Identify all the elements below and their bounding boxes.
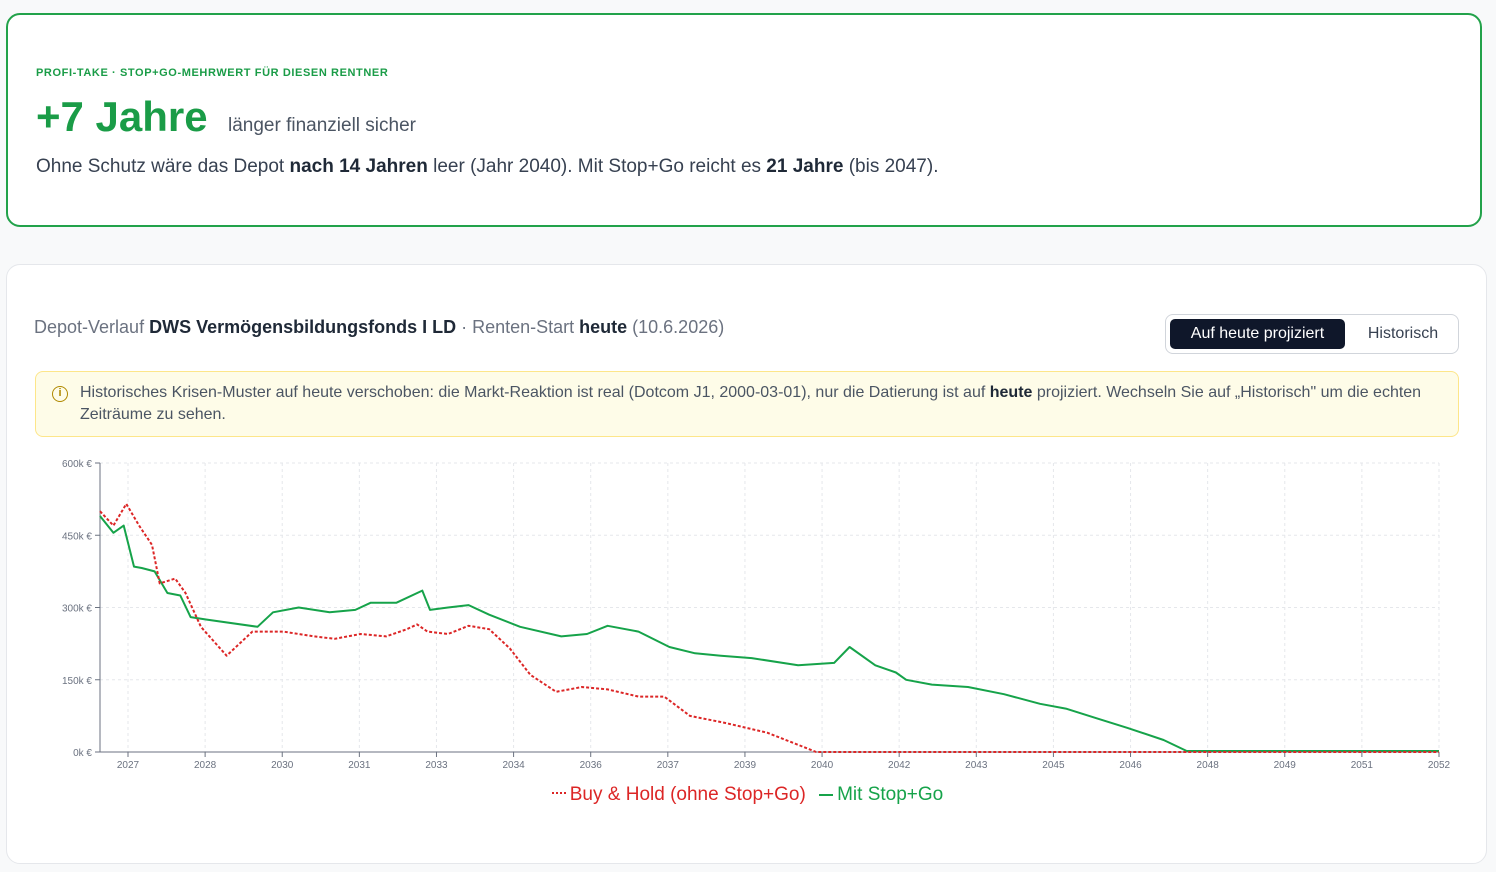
x-tick-label: 2048 <box>1197 760 1220 771</box>
start-date: (10.6.2026) <box>627 317 725 337</box>
series-line-stop-go <box>99 515 1439 752</box>
x-tick-label: 2034 <box>502 760 525 771</box>
x-tick-label: 2033 <box>425 760 448 771</box>
summary-eyebrow: PROFI-TAKE · STOP+GO-MEHRWERT FÜR DIESEN… <box>36 67 389 79</box>
x-tick-label: 2051 <box>1351 760 1374 771</box>
x-tick-label: 2046 <box>1119 760 1142 771</box>
summary-text-part: leer (Jahr 2040). Mit Stop+Go reicht es <box>427 156 767 177</box>
legend-item-stop-go[interactable]: Mit Stop+Go <box>819 784 943 806</box>
note-text-part: projiziert. Wechseln Sie auf „Historisch… <box>80 384 1422 423</box>
depot-chart: 0k € 150k € 300k € 450k € 600k € 2027 2028 2030… <box>62 459 1451 771</box>
x-tick-label: 2040 <box>811 760 834 771</box>
legend-label-buy-hold: Buy & Hold (ohne Stop+Go) <box>569 784 806 805</box>
x-tick-label: 2052 <box>1428 760 1451 771</box>
note-bold: heute <box>989 384 1033 401</box>
chart-title-mid: · Renten-Start <box>456 317 580 337</box>
x-tick-label: 2031 <box>348 760 371 771</box>
x-tick-label: 2039 <box>734 760 757 771</box>
y-tick-label: 150k € <box>62 676 92 687</box>
start-word: heute <box>579 317 628 337</box>
legend-item-buy-hold[interactable]: Buy & Hold (ohne Stop+Go) <box>551 784 806 806</box>
info-note-text: Historisches Krisen-Muster auf heute ver… <box>80 382 1440 426</box>
note-text-part: Historisches Krisen-Muster auf heute ver… <box>80 384 990 401</box>
x-tick-label: 2028 <box>194 760 217 771</box>
y-tick-label: 600k € <box>62 459 92 470</box>
x-tick-label: 2027 <box>117 760 140 771</box>
y-tick-label: 300k € <box>62 604 92 615</box>
summary-text: Ohne Schutz wäre das Depot nach 14 Jahre… <box>36 156 938 178</box>
chart-legend: Buy & Hold (ohne Stop+Go) Mit Stop+Go <box>7 784 1488 806</box>
x-tick-label: 2042 <box>888 760 911 771</box>
y-tick-label: 450k € <box>62 531 92 542</box>
summary-text-part: (bis 2047). <box>843 156 939 177</box>
summary-text-part: Ohne Schutz wäre das Depot <box>36 156 290 177</box>
x-tick-label: 2049 <box>1274 760 1297 771</box>
chart-title-prefix: Depot-Verlauf <box>34 317 150 337</box>
toggle-historical-button[interactable]: Historisch <box>1367 325 1439 342</box>
view-toggle: Auf heute projiziert Historisch <box>1165 314 1459 354</box>
series-line-buy-hold <box>99 502 1439 753</box>
summary-card: PROFI-TAKE · STOP+GO-MEHRWERT FÜR DIESEN… <box>6 13 1482 227</box>
x-tick-label: 2045 <box>1042 760 1065 771</box>
legend-swatch-stop-go <box>819 794 834 796</box>
fund-name: DWS Vermögensbildungsfonds I LD <box>149 317 457 337</box>
x-tick-label: 2036 <box>580 760 603 771</box>
info-icon: i <box>52 386 68 402</box>
chart-title: Depot-Verlauf DWS Vermögensbildungsfonds… <box>34 317 724 338</box>
toggle-projected-button[interactable]: Auf heute projiziert <box>1170 319 1345 349</box>
x-tick-label: 2043 <box>965 760 988 771</box>
chart-card: Depot-Verlauf DWS Vermögensbildungsfonds… <box>6 264 1487 864</box>
headline-subtitle: länger finanziell sicher <box>228 115 416 136</box>
legend-swatch-buy-hold <box>551 792 566 796</box>
summary-bold-years-without: nach 14 Jahren <box>289 156 428 177</box>
y-tick-label: 0k € <box>73 748 92 759</box>
x-tick-label: 2037 <box>657 760 680 771</box>
summary-bold-years-with: 21 Jahre <box>766 156 844 177</box>
legend-label-stop-go: Mit Stop+Go <box>837 784 944 805</box>
info-note: i Historisches Krisen-Muster auf heute v… <box>35 371 1459 437</box>
x-tick-label: 2030 <box>271 760 294 771</box>
headline-value: +7 Jahre <box>36 93 208 140</box>
